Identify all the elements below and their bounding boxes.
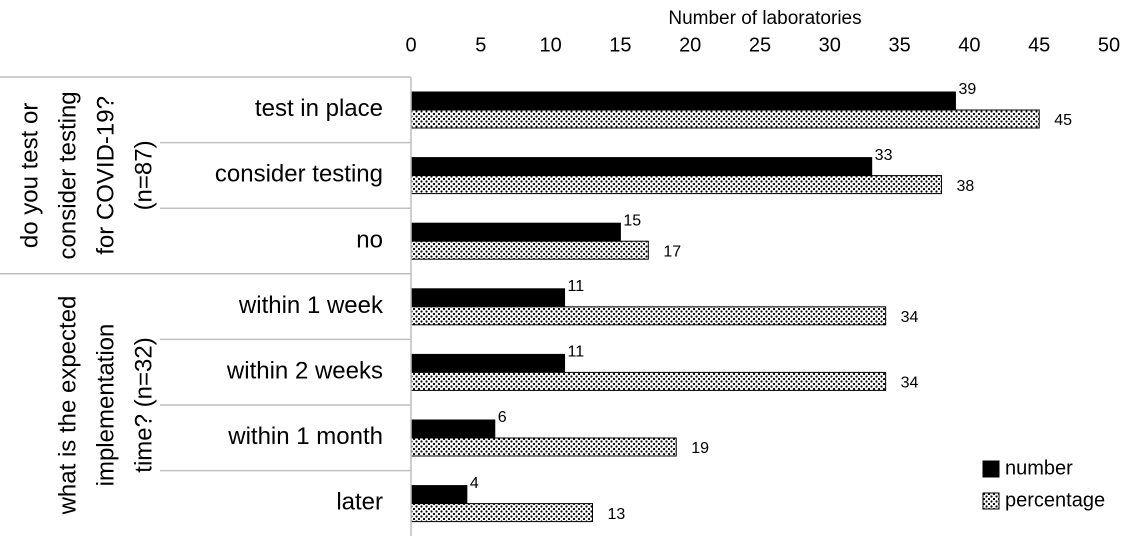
group-label: implementation: [92, 324, 119, 487]
x-tick-label: 40: [958, 34, 980, 56]
x-tick-label: 35: [888, 34, 910, 56]
x-tick-label: 15: [609, 34, 631, 56]
value-label: 34: [901, 309, 919, 326]
bar: [410, 353, 566, 373]
value-label: 19: [691, 440, 709, 457]
value-label: 33: [875, 147, 893, 164]
value-label: 15: [623, 212, 641, 229]
bar: [410, 485, 468, 505]
value-label: 39: [958, 81, 976, 98]
group-label: (n=87): [130, 140, 157, 210]
bar: [410, 175, 942, 195]
bar: [410, 157, 873, 177]
x-tick-label: 20: [679, 34, 701, 56]
legend-swatch: [982, 492, 1000, 510]
group-label: for COVID-19?: [92, 96, 119, 255]
value-label: 17: [663, 243, 681, 260]
value-label: 34: [901, 375, 919, 392]
category-label: within 1 month: [227, 423, 383, 450]
x-tick-label: 25: [749, 34, 771, 56]
category-label: consider testing: [215, 161, 383, 188]
legend-swatch: [982, 460, 1000, 478]
bar: [410, 437, 677, 457]
bar: [410, 109, 1040, 129]
bar: [410, 371, 887, 391]
bar: [410, 240, 649, 260]
category-label: later: [336, 489, 383, 516]
group-label: time? (n=32): [130, 337, 157, 472]
group-label: what is the expected: [54, 296, 81, 516]
bar: [410, 306, 887, 326]
category-label: within 1 week: [238, 292, 384, 319]
group-label: consider testing: [54, 91, 81, 259]
category-label: within 2 weeks: [226, 358, 383, 385]
legend-label: percentage: [1005, 489, 1105, 511]
value-label: 13: [607, 506, 625, 523]
group-label: do you test or: [16, 103, 43, 248]
category-label: test in place: [255, 95, 383, 122]
x-tick-label: 0: [405, 34, 416, 56]
value-label: 45: [1054, 112, 1072, 129]
value-label: 4: [470, 475, 479, 492]
bar: [410, 288, 566, 308]
x-tick-label: 5: [475, 34, 486, 56]
x-tick-label: 50: [1098, 34, 1120, 56]
bar: [410, 222, 621, 242]
axis-title: Number of laboratories: [668, 8, 861, 29]
legend-label: number: [1005, 457, 1073, 479]
x-tick-label: 10: [539, 34, 561, 56]
bar: [410, 91, 956, 111]
value-label: 11: [568, 344, 585, 361]
x-tick-label: 30: [819, 34, 841, 56]
category-label: no: [356, 226, 383, 253]
bar: [410, 419, 496, 439]
value-label: 38: [956, 178, 974, 195]
value-label: 6: [498, 409, 507, 426]
bar: [410, 503, 593, 523]
x-tick-label: 45: [1028, 34, 1050, 56]
value-label: 11: [568, 278, 585, 295]
